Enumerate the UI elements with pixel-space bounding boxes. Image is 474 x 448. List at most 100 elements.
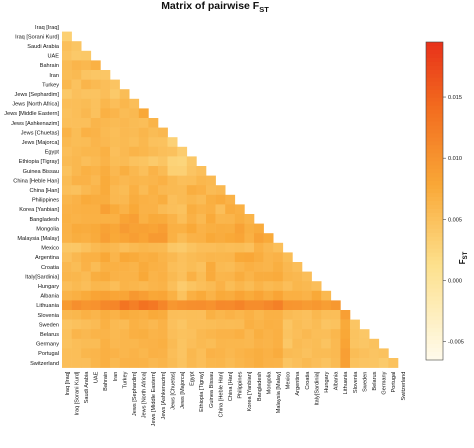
row-label: Switzerland xyxy=(30,361,59,367)
heatmap-cell xyxy=(167,166,178,176)
heatmap-cell xyxy=(206,242,216,253)
heatmap-cell xyxy=(62,319,72,330)
heatmap-cell xyxy=(215,242,226,253)
heatmap-cell xyxy=(254,233,264,244)
heatmap-cell xyxy=(129,242,140,253)
heatmap-cell xyxy=(71,194,82,205)
heatmap-cell xyxy=(62,348,72,359)
heatmap-cell xyxy=(148,127,159,138)
heatmap-cell xyxy=(244,271,255,282)
heatmap-cell xyxy=(129,214,140,224)
heatmap-cell xyxy=(196,271,207,282)
heatmap-cell xyxy=(186,329,197,340)
heatmap-cell xyxy=(167,271,178,282)
heatmap-cell xyxy=(81,252,92,263)
heatmap-cell xyxy=(177,204,188,215)
heatmap-cell xyxy=(90,348,101,359)
heatmap-cell xyxy=(81,348,92,359)
heatmap-cell xyxy=(158,127,168,138)
heatmap-cell xyxy=(62,89,72,100)
colorbar-segment xyxy=(426,336,443,341)
heatmap-cell xyxy=(138,127,149,138)
heatmap-cell xyxy=(119,137,130,148)
colorbar-segment xyxy=(426,316,443,321)
heatmap-cell xyxy=(119,329,130,340)
heatmap-cell xyxy=(167,233,178,244)
heatmap-cell xyxy=(81,127,92,138)
heatmap-cell xyxy=(71,137,82,148)
heatmap-cell xyxy=(158,242,168,253)
column-label: Iraq [Sorani Kurd] xyxy=(74,371,80,415)
colorbar-segment xyxy=(426,109,443,115)
heatmap-cell xyxy=(148,233,159,244)
heatmap-cell xyxy=(71,252,82,263)
heatmap-cell xyxy=(138,338,149,349)
colorbar-label-main: F xyxy=(458,259,467,264)
heatmap-cell xyxy=(90,271,101,282)
colorbar-segment xyxy=(426,280,443,285)
heatmap-cell xyxy=(138,281,149,292)
colorbar-segment xyxy=(426,304,443,309)
heatmap-cell xyxy=(71,329,82,340)
heatmap-cell xyxy=(110,300,120,311)
heatmap-cell xyxy=(90,137,101,148)
heatmap-cell xyxy=(273,329,284,340)
column-label: Iraq [Iraq] xyxy=(65,371,71,395)
heatmap-cell xyxy=(100,118,111,128)
heatmap-cell xyxy=(196,300,207,311)
column-label: Korea [Yanbian] xyxy=(247,371,253,411)
heatmap-cell xyxy=(148,300,159,311)
heatmap-cell xyxy=(234,214,245,224)
heatmap-cell xyxy=(206,175,216,186)
heatmap-cell xyxy=(215,214,226,224)
heatmap-cell xyxy=(215,281,226,292)
heatmap-cell xyxy=(110,79,120,90)
heatmap-cell xyxy=(100,137,111,148)
heatmap-cell xyxy=(158,185,168,196)
heatmap-cell xyxy=(100,271,111,282)
heatmap-cell xyxy=(244,358,255,368)
heatmap-cell xyxy=(100,146,111,157)
heatmap-cell xyxy=(81,156,92,167)
heatmap-cell xyxy=(158,223,168,234)
heatmap-cell xyxy=(71,262,82,272)
heatmap-cell xyxy=(90,70,101,80)
heatmap-cell xyxy=(215,338,226,349)
heatmap-cell xyxy=(90,166,101,176)
heatmap-cell xyxy=(62,175,72,186)
heatmap-cell xyxy=(186,242,197,253)
heatmap-cell xyxy=(234,290,245,301)
heatmap-cell xyxy=(100,338,111,349)
heatmap-cell xyxy=(186,290,197,301)
heatmap-cell xyxy=(196,242,207,253)
heatmap-cell xyxy=(158,358,168,368)
heatmap-cell xyxy=(158,262,168,272)
heatmap-cell xyxy=(81,300,92,311)
heatmap-cell xyxy=(311,338,322,349)
heatmap-cell xyxy=(129,271,140,282)
heatmap-cell xyxy=(215,329,226,340)
heatmap-cell xyxy=(196,329,207,340)
heatmap-cell xyxy=(388,358,399,368)
heatmap-cell xyxy=(244,281,255,292)
heatmap-cell xyxy=(177,214,188,224)
heatmap-cell xyxy=(234,223,245,234)
heatmap-cell xyxy=(244,262,255,272)
heatmap-cell xyxy=(321,329,332,340)
heatmap-cell xyxy=(138,108,149,119)
heatmap-cell xyxy=(148,146,159,157)
heatmap-cell xyxy=(81,204,92,215)
heatmap-cell xyxy=(119,223,130,234)
heatmap-cell xyxy=(148,310,159,320)
heatmap-cell xyxy=(321,348,332,359)
colorbar-segment xyxy=(426,312,443,317)
heatmap-cell xyxy=(62,310,72,320)
heatmap-cell xyxy=(292,358,303,368)
heatmap-cell xyxy=(90,338,101,349)
heatmap-cell xyxy=(90,194,101,205)
heatmap-cell xyxy=(254,348,264,359)
colorbar-segment xyxy=(426,77,443,83)
heatmap-cell xyxy=(119,98,130,109)
heatmap-cell xyxy=(90,60,101,71)
heatmap-cell xyxy=(100,319,111,330)
